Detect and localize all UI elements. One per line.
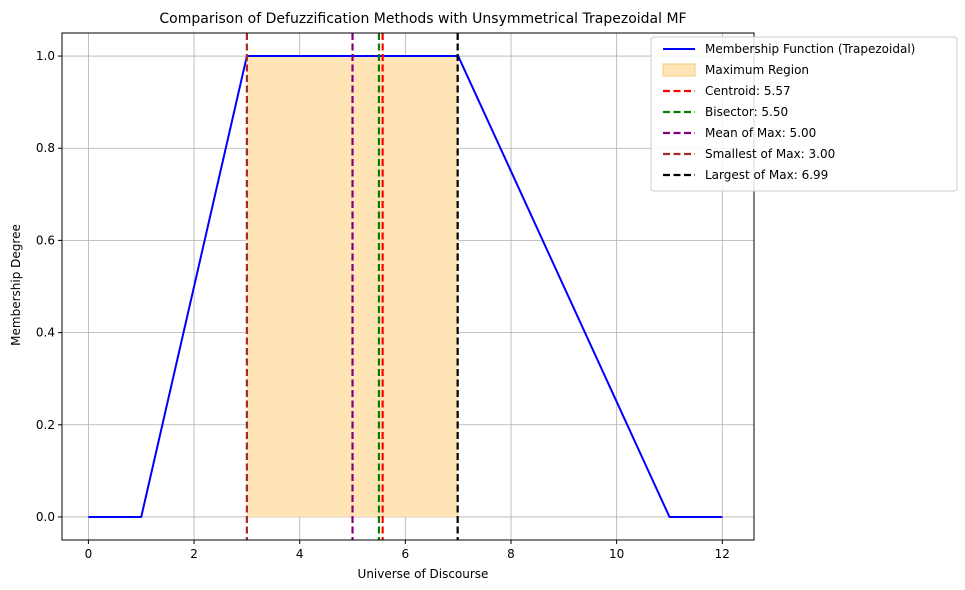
y-tick-label: 0.2 [36, 418, 55, 432]
x-tick-label: 2 [190, 547, 198, 561]
legend-label-membership: Membership Function (Trapezoidal) [705, 42, 915, 56]
y-tick-label: 1.0 [36, 49, 55, 63]
x-tick-label: 6 [402, 547, 410, 561]
legend-label-vline-3: Smallest of Max: 3.00 [705, 147, 835, 161]
y-axis-label: Membership Degree [9, 224, 23, 346]
legend-box [650, 36, 958, 192]
chart-title: Comparison of Defuzzification Methods wi… [159, 11, 686, 27]
x-tick-label: 10 [609, 547, 624, 561]
plot-frame [61, 32, 755, 541]
x-tick-label: 12 [715, 547, 730, 561]
legend-label-vline-0: Centroid: 5.57 [705, 84, 791, 98]
legend-label-vline-2: Mean of Max: 5.00 [705, 126, 816, 140]
y-tick-label: 0.8 [36, 141, 55, 155]
x-tick-label: 8 [507, 547, 515, 561]
y-tick-label: 0.0 [36, 510, 55, 524]
legend-swatch-region [662, 63, 696, 77]
x-tick-label: 4 [296, 547, 304, 561]
y-tick-label: 0.4 [36, 326, 55, 340]
vline-layer [245, 33, 459, 540]
legend-label-vline-4: Largest of Max: 6.99 [705, 168, 828, 182]
legend-label-vline-1: Bisector: 5.50 [705, 105, 788, 119]
tick-layer: 0 2 4 6 8 10 12 0.0 0.2 0.4 0.6 0.8 1.0 [36, 49, 730, 561]
legend-label-region: Maximum Region [705, 63, 809, 77]
legend: Membership Function (Trapezoidal) Maximum… [650, 36, 958, 192]
x-tick-label: 0 [85, 547, 93, 561]
x-axis-label: Universe of Discourse [358, 567, 489, 581]
y-tick-label: 0.6 [36, 233, 55, 247]
